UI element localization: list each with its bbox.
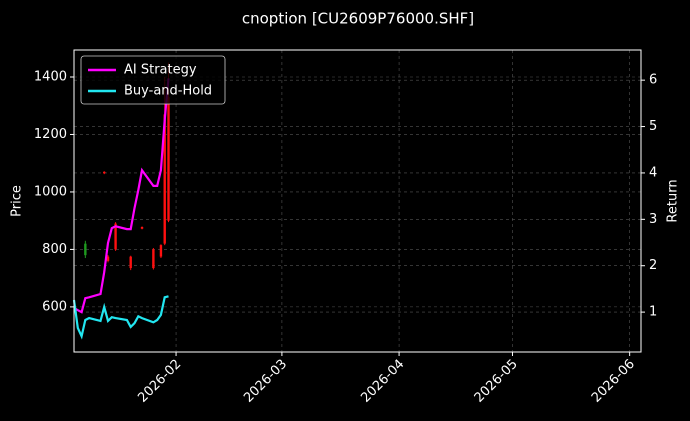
plot-frame: [73, 49, 642, 353]
candle-body: [84, 243, 87, 256]
y2-axis-label: Return: [666, 179, 681, 222]
candle-body: [163, 114, 166, 244]
y-tick-label: 800: [42, 242, 67, 257]
candle-body: [114, 223, 117, 250]
y2-tick-label: 5: [649, 119, 657, 134]
legend-label: Buy-and-Hold: [124, 84, 212, 99]
candle-body: [129, 256, 132, 269]
x-tick-label: 2026-05: [472, 357, 521, 406]
y2-tick-label: 4: [649, 165, 657, 180]
y-axis-label: Price: [10, 185, 25, 217]
x-tick-label: 2026-04: [358, 357, 407, 406]
candle-body: [106, 256, 110, 261]
y-tick-label: 1200: [34, 127, 67, 142]
legend-box: [80, 55, 226, 105]
x-tick-label: 2026-02: [135, 357, 184, 406]
candle-body: [167, 97, 170, 221]
y2-tick-label: 1: [649, 305, 657, 320]
y-tick-label: 1000: [34, 184, 67, 199]
legend-label: AI Strategy: [124, 63, 197, 78]
x-tick-label: 2026-06: [589, 357, 638, 406]
chart-title: cnoption [CU2609P76000.SHF]: [242, 10, 474, 28]
line-series: [72, 295, 169, 340]
candle-body: [159, 245, 163, 257]
x-tick-label: 2026-03: [241, 357, 290, 406]
y-tick-label: 600: [42, 299, 67, 314]
candle-body: [140, 227, 144, 229]
y2-tick-label: 6: [649, 73, 657, 88]
y2-tick-label: 2: [649, 258, 657, 273]
candle-body: [103, 171, 106, 174]
y-tick-label: 1400: [34, 70, 67, 85]
line-series: [73, 78, 170, 314]
candle-body: [152, 249, 155, 269]
y2-tick-label: 3: [649, 212, 657, 227]
